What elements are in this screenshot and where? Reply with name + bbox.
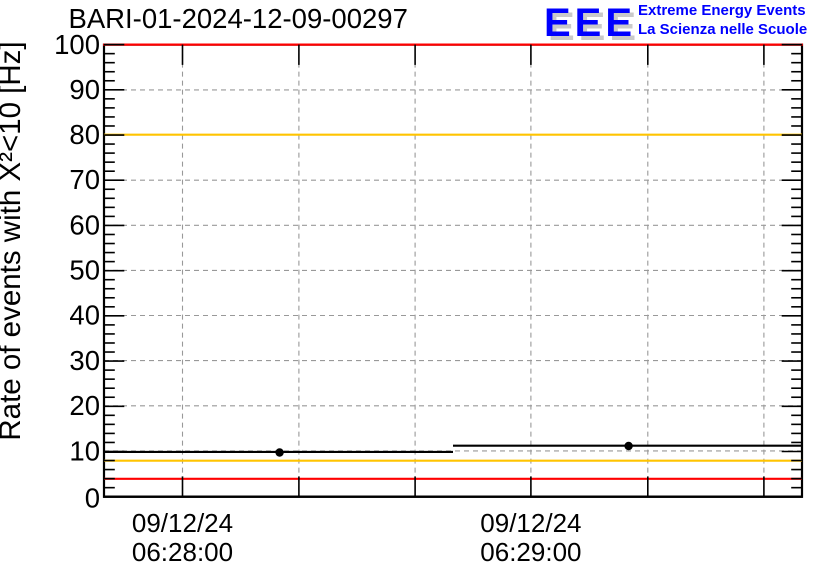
svg-text:Extreme Energy Events: Extreme Energy Events	[638, 2, 806, 19]
svg-text:40: 40	[69, 300, 100, 331]
svg-text:30: 30	[69, 345, 100, 376]
svg-text:09/12/24: 09/12/24	[132, 508, 233, 538]
svg-text:90: 90	[69, 74, 100, 105]
svg-text:80: 80	[69, 119, 100, 150]
svg-text:09/12/24: 09/12/24	[480, 508, 581, 538]
svg-text:0: 0	[85, 483, 100, 514]
svg-text:10: 10	[69, 435, 100, 466]
svg-text:Rate of events with X²<10 [Hz]: Rate of events with X²<10 [Hz]	[0, 41, 27, 440]
svg-text:20: 20	[69, 390, 100, 421]
svg-text:06:29:00: 06:29:00	[480, 537, 581, 567]
svg-text:60: 60	[69, 209, 100, 240]
svg-text:70: 70	[69, 164, 100, 195]
svg-text:EEE: EEE	[544, 1, 636, 45]
svg-text:06:28:00: 06:28:00	[132, 537, 233, 567]
svg-text:50: 50	[69, 255, 100, 286]
svg-text:BARI-01-2024-12-09-00297: BARI-01-2024-12-09-00297	[69, 3, 408, 34]
svg-text:La Scienza nelle Scuole: La Scienza nelle Scuole	[638, 21, 807, 38]
